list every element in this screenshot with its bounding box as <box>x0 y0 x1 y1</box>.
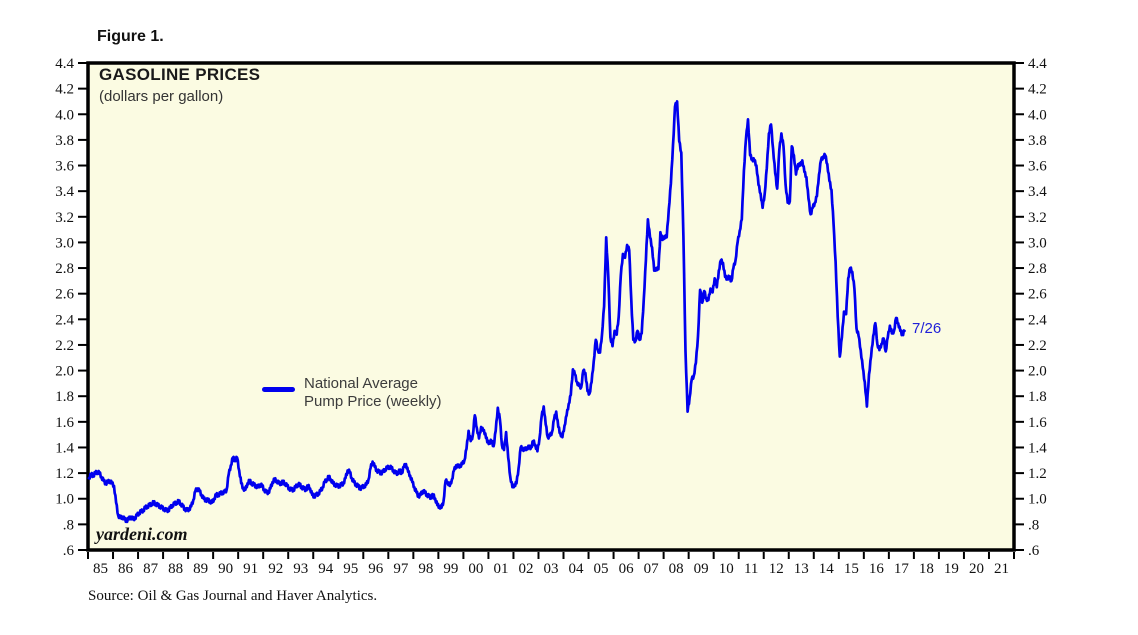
y-tick-label-left: 1.8 <box>55 389 74 405</box>
x-tick-label: 11 <box>744 561 758 577</box>
y-tick-label-right: 4.2 <box>1028 82 1047 98</box>
x-tick-label: 92 <box>268 561 283 577</box>
x-tick-label: 13 <box>794 561 809 577</box>
y-tick-label-right: 1.4 <box>1028 440 1047 456</box>
price-line <box>87 100 906 524</box>
x-tick-label: 89 <box>193 561 208 577</box>
chart-subtitle: (dollars per gallon) <box>99 88 224 105</box>
y-tick-label-right: 3.8 <box>1028 133 1047 149</box>
x-tick-label: 94 <box>318 561 334 577</box>
y-tick-label-left: 2.2 <box>55 338 74 354</box>
y-tick-label-left: .8 <box>63 517 74 533</box>
x-tick-label: 09 <box>694 561 709 577</box>
y-tick-label-left: 4.0 <box>55 107 74 123</box>
y-tick-label-left: 3.0 <box>55 235 74 251</box>
latest-date-annotation: 7/26 <box>912 320 942 337</box>
x-tick-label: 88 <box>168 561 183 577</box>
legend-label-line2: Pump Price (weekly) <box>304 393 442 410</box>
y-tick-label-right: 2.4 <box>1028 312 1047 328</box>
y-tick-label-right: 3.2 <box>1028 210 1047 226</box>
y-tick-label-right: 2.2 <box>1028 338 1047 354</box>
x-tick-label: 15 <box>844 561 859 577</box>
x-tick-label: 91 <box>243 561 258 577</box>
y-tick-label-left: 2.0 <box>55 364 74 380</box>
x-tick-label: 06 <box>619 561 635 577</box>
y-tick-label-right: .6 <box>1028 543 1040 559</box>
figure-label: Figure 1. <box>97 28 164 45</box>
y-tick-label-left: 3.8 <box>55 133 74 149</box>
y-tick-label-right: 2.6 <box>1028 287 1047 303</box>
x-tick-label: 97 <box>393 561 409 577</box>
y-tick-label-right: 1.6 <box>1028 415 1047 431</box>
plot-area <box>86 61 1016 552</box>
y-tick-label-right: 1.2 <box>1028 466 1047 482</box>
x-tick-label: 99 <box>443 561 458 577</box>
x-tick-label: 04 <box>569 561 585 577</box>
x-tick-label: 03 <box>544 561 559 577</box>
y-tick-label-left: 1.0 <box>55 492 74 508</box>
x-tick-label: 16 <box>869 561 885 577</box>
x-tick-label: 90 <box>218 561 233 577</box>
x-tick-label: 12 <box>769 561 784 577</box>
y-tick-label-right: .8 <box>1028 517 1039 533</box>
legend-line-swatch <box>262 387 295 392</box>
y-tick-label-right: 4.0 <box>1028 107 1047 123</box>
x-tick-label: 18 <box>919 561 934 577</box>
y-tick-label-left: 1.6 <box>55 415 74 431</box>
x-tick-label: 21 <box>994 561 1009 577</box>
x-tick-label: 08 <box>669 561 684 577</box>
x-tick-label: 87 <box>143 561 159 577</box>
y-tick-label-right: 3.6 <box>1028 159 1047 175</box>
y-tick-label-left: 3.2 <box>55 210 74 226</box>
y-tick-label-left: 2.6 <box>55 287 74 303</box>
x-tick-label: 17 <box>894 561 910 577</box>
y-tick-label-left: 2.4 <box>55 312 74 328</box>
x-tick-label: 96 <box>368 561 384 577</box>
y-tick-label-right: 4.4 <box>1028 56 1047 72</box>
y-tick-label-right: 3.0 <box>1028 235 1047 251</box>
y-tick-label-left: 2.8 <box>55 261 74 277</box>
legend: National Average Pump Price (weekly) <box>262 375 442 411</box>
y-tick-label-right: 1.0 <box>1028 492 1047 508</box>
y-tick-label-left: 4.2 <box>55 82 74 98</box>
y-tick-label-left: 1.2 <box>55 466 74 482</box>
legend-label: National Average Pump Price (weekly) <box>304 375 442 411</box>
x-tick-label: 14 <box>819 561 835 577</box>
yardeni-watermark: yardeni.com <box>96 524 188 544</box>
x-tick-label: 10 <box>719 561 734 577</box>
y-tick-label-right: 2.0 <box>1028 364 1047 380</box>
x-tick-label: 07 <box>644 561 660 577</box>
y-tick-label-left: 4.4 <box>55 56 74 72</box>
y-tick-label-left: 3.6 <box>55 159 74 175</box>
x-tick-label: 05 <box>594 561 609 577</box>
y-tick-label-right: 2.8 <box>1028 261 1047 277</box>
x-tick-label: 19 <box>944 561 959 577</box>
x-tick-label: 95 <box>343 561 358 577</box>
chart-title: GASOLINE PRICES <box>99 65 261 84</box>
x-tick-label: 98 <box>418 561 433 577</box>
x-tick-label: 00 <box>468 561 483 577</box>
x-tick-label: 01 <box>493 561 508 577</box>
y-tick-label-left: .6 <box>63 543 75 559</box>
legend-label-line1: National Average <box>304 375 418 392</box>
x-tick-label: 02 <box>518 561 533 577</box>
y-tick-label-right: 3.4 <box>1028 184 1047 200</box>
x-tick-label: 86 <box>118 561 134 577</box>
y-tick-label-left: 1.4 <box>55 440 74 456</box>
y-tick-label-left: 3.4 <box>55 184 74 200</box>
y-tick-label-right: 1.8 <box>1028 389 1047 405</box>
x-tick-label: 20 <box>969 561 984 577</box>
x-tick-label: 93 <box>293 561 308 577</box>
source-note: Source: Oil & Gas Journal and Haver Anal… <box>88 588 378 604</box>
x-tick-label: 85 <box>93 561 108 577</box>
